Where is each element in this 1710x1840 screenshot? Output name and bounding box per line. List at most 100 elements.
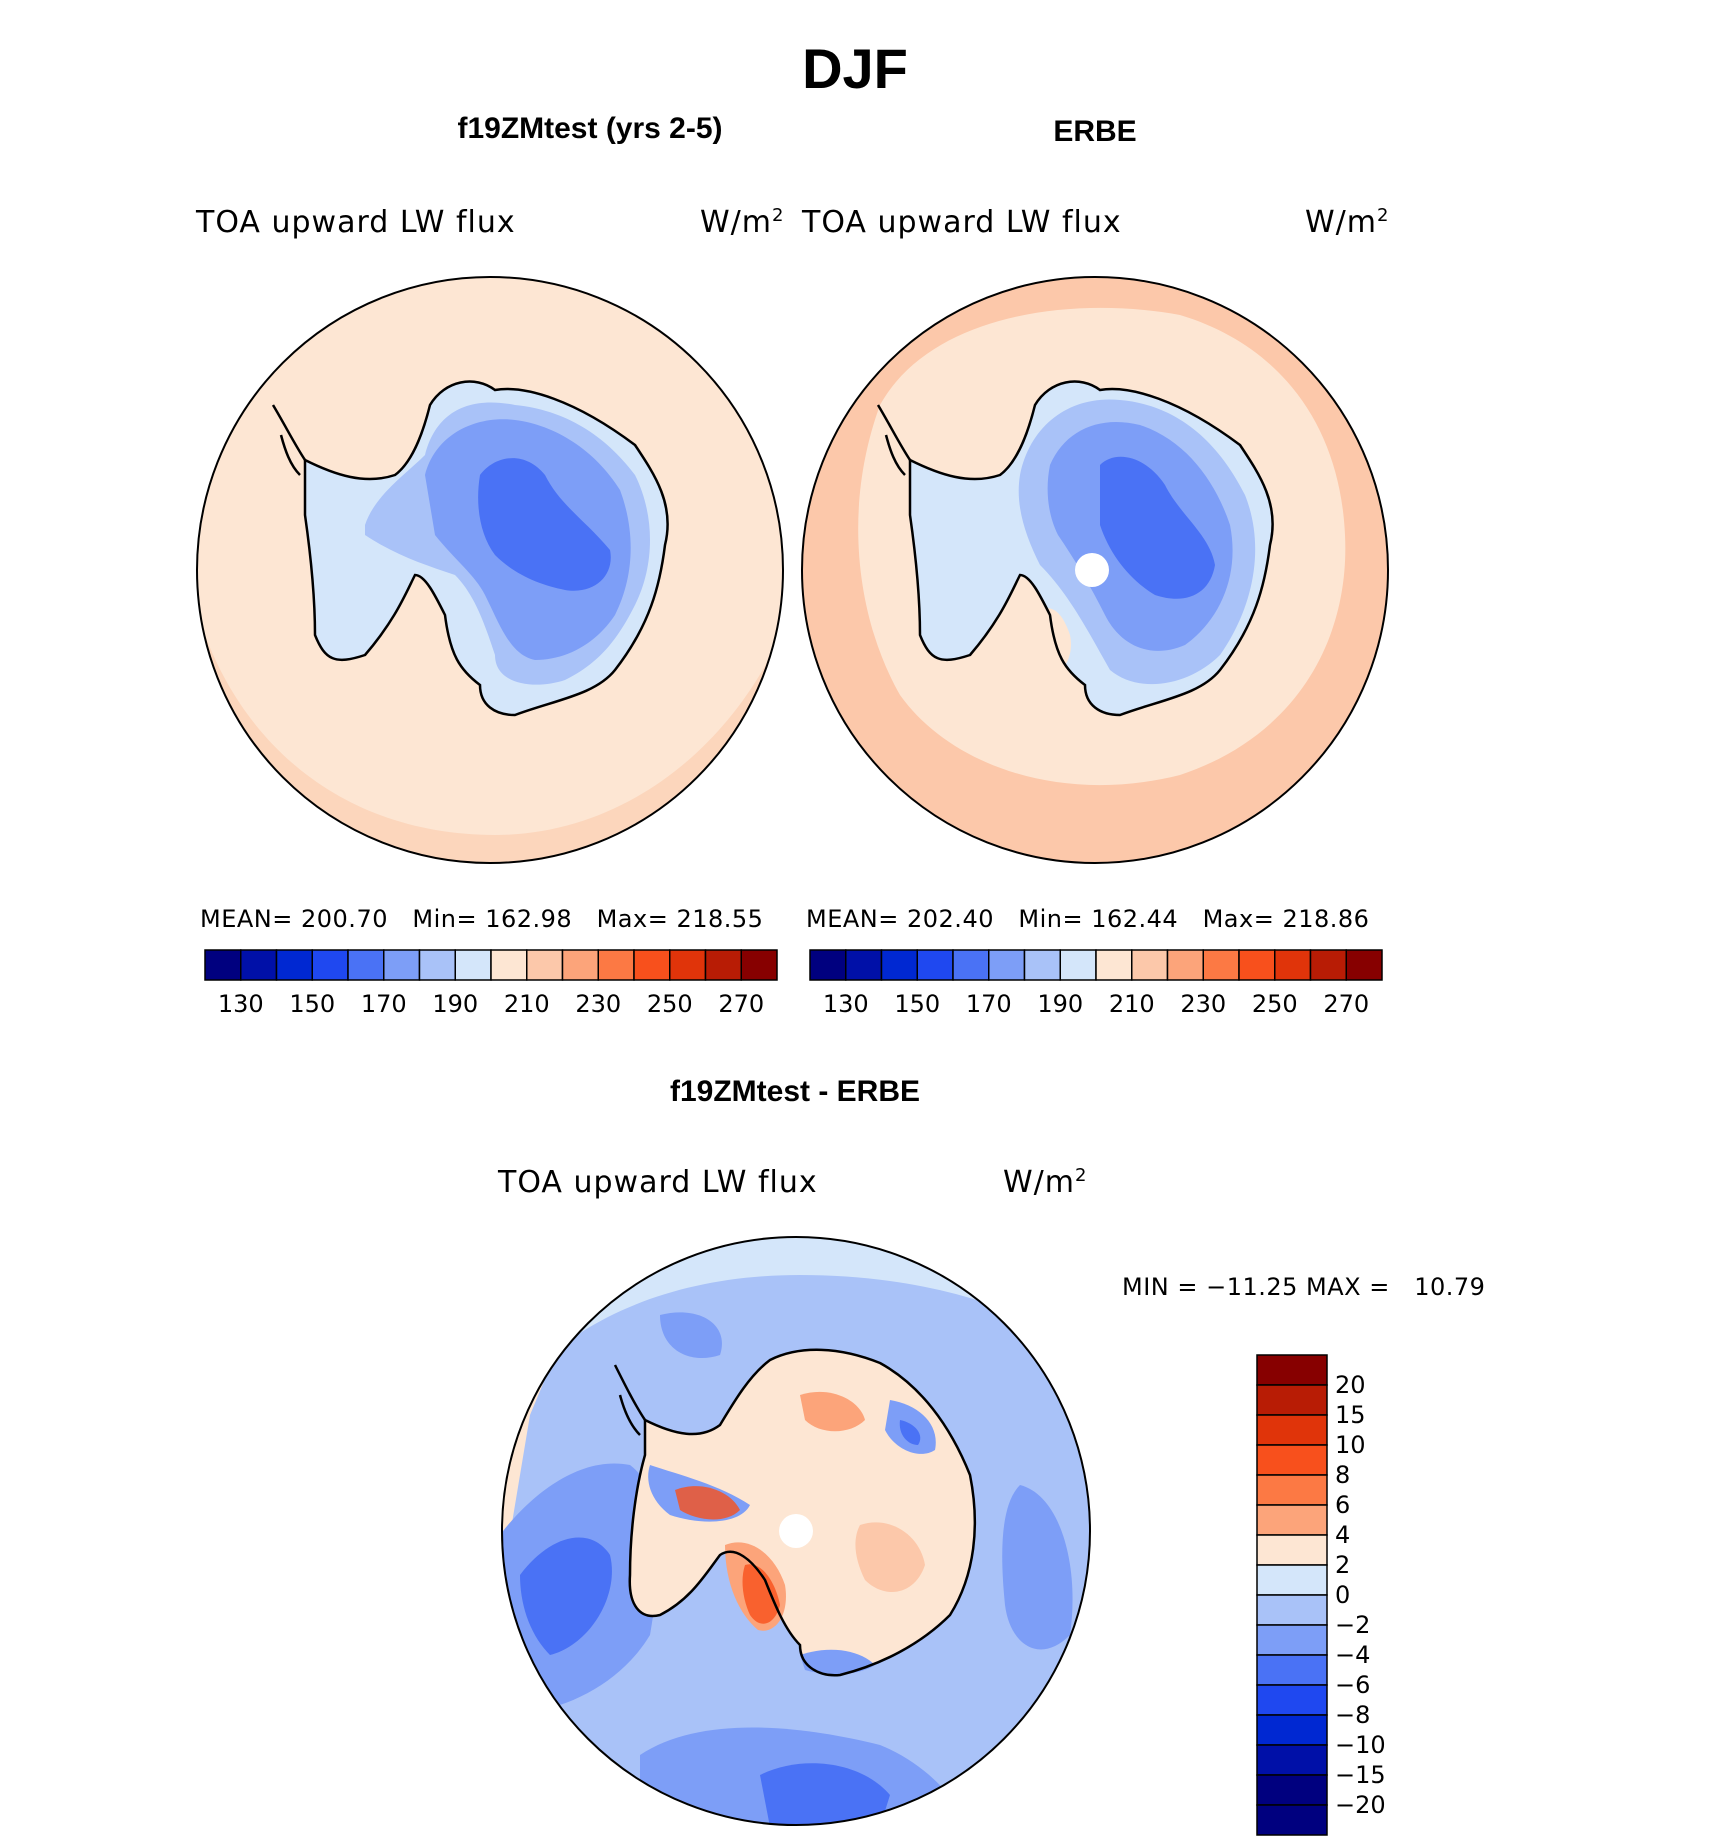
colorbar-swatch: [454, 949, 492, 981]
diff-colorbar-tick-label: −8: [1335, 1701, 1371, 1729]
colorbar-swatch: [240, 949, 278, 981]
colorbar-swatch: [952, 949, 990, 981]
diff-colorbar-swatch: [1256, 1684, 1328, 1716]
obs-map-pole-missing: [1075, 553, 1109, 587]
colorbar-swatch: [1023, 949, 1061, 981]
diff-map-diff-red-1: [675, 1486, 740, 1520]
diff-colorbar-swatch: [1256, 1654, 1328, 1686]
diff-map-diff-blue-3: [800, 1649, 875, 1675]
diff-colorbar-tick-label: 6: [1335, 1491, 1351, 1519]
colorbar-tick-label: 130: [217, 990, 264, 1018]
obs-units-label: W/m2: [1305, 205, 1389, 240]
diff-colorbar-tick-label: −15: [1335, 1761, 1386, 1789]
colorbar-swatch: [311, 949, 349, 981]
diff-colorbar: [1256, 1354, 1328, 1836]
colorbar-swatch: [1166, 949, 1204, 981]
colorbar-swatch: [418, 949, 456, 981]
diff-colorbar-tick-label: 10: [1335, 1431, 1366, 1459]
diff-minmax: MIN = −11.25 MAX = 10.79: [1122, 1273, 1486, 1301]
colorbar-swatch: [383, 949, 421, 981]
colorbar-swatch: [1309, 949, 1347, 981]
diff-colorbar-tick-label: −4: [1335, 1641, 1371, 1669]
diff-map-pole-missing: [779, 1514, 813, 1548]
diff-colorbar-swatch: [1256, 1504, 1328, 1536]
colorbar-tick-label: 210: [503, 990, 550, 1018]
diff-units: W/m: [1003, 1165, 1075, 1200]
obs-units: W/m: [1305, 205, 1377, 240]
diff-colorbar-swatch: [1256, 1414, 1328, 1446]
diff-map-coast: [628, 1348, 977, 1677]
colorbar-swatch: [526, 949, 564, 981]
colorbar-tick-label: 250: [646, 990, 693, 1018]
colorbar-swatch: [561, 949, 599, 981]
colorbar-tick-label: 170: [965, 990, 1012, 1018]
diff-colorbar-tick-label: −2: [1335, 1611, 1371, 1639]
diff-colorbar-swatch: [1256, 1744, 1328, 1776]
diff-colorbar-tick-label: 20: [1335, 1371, 1366, 1399]
colorbar-tick-label: 130: [822, 990, 869, 1018]
obs-colorbar-ticks: 130 150 170 190 210 230 250 270: [810, 990, 1382, 1020]
diff-panel-title: f19ZMtest - ERBE: [669, 1075, 921, 1108]
diff-colorbar-swatch: [1256, 1594, 1328, 1626]
diff-colorbar-tick-label: 15: [1335, 1401, 1366, 1429]
diff-map-diff-deep-1: [899, 1420, 921, 1445]
diff-map-ocean-patch-top: [660, 1312, 722, 1359]
colorbar-tick-label: 190: [432, 990, 479, 1018]
diff-map-rim-orange: [502, 1295, 580, 1535]
colorbar-swatch: [669, 949, 707, 981]
page-title: DJF: [802, 37, 908, 100]
colorbar-swatch: [490, 949, 528, 981]
colorbar-swatch: [1059, 949, 1097, 981]
obs-map: [801, 276, 1389, 864]
colorbar-swatch: [1345, 949, 1383, 981]
diff-units-label: W/m2: [1003, 1165, 1087, 1200]
diff-colorbar-tick-label: 8: [1335, 1461, 1351, 1489]
diff-colorbar-swatch: [1256, 1534, 1328, 1566]
diff-map-diff-red-2: [742, 1564, 780, 1624]
diff-colorbar-tick-label: −6: [1335, 1671, 1371, 1699]
colorbar-tick-label: 230: [1180, 990, 1227, 1018]
colorbar-swatch: [1095, 949, 1133, 981]
diff-variable-label: TOA upward LW flux: [498, 1165, 818, 1200]
model-map-coast: [303, 380, 669, 717]
diff-map: [501, 1236, 1091, 1826]
obs-map-ross-shelf: [1023, 608, 1071, 676]
model-map-outer-band: [197, 605, 783, 863]
diff-colorbar-swatch: [1256, 1444, 1328, 1476]
diff-colorbar-tick-label: −20: [1335, 1791, 1386, 1819]
diff-units-exponent: 2: [1075, 1165, 1088, 1186]
colorbar-tick-label: 170: [360, 990, 407, 1018]
model-panel-title: f19ZMtest (yrs 2-5): [457, 112, 723, 145]
colorbar-swatch: [809, 949, 847, 981]
colorbar-tick-label: 190: [1037, 990, 1084, 1018]
obs-panel-title: ERBE: [1053, 115, 1137, 148]
colorbar-swatch: [1274, 949, 1312, 981]
diff-map-ocean-deep-left: [520, 1537, 612, 1655]
model-map-ross-shelf: [403, 601, 446, 665]
obs-map-coast: [908, 380, 1274, 717]
colorbar-tick-label: 250: [1251, 990, 1298, 1018]
model-colorbar: [204, 949, 778, 981]
diff-map-ocean-deep-bottom: [760, 1763, 890, 1825]
diff-colorbar-swatch: [1256, 1564, 1328, 1596]
model-map-plateau-deep: [478, 458, 611, 591]
colorbar-tick-label: 210: [1108, 990, 1155, 1018]
obs-map-peninsula: [876, 404, 912, 476]
model-units: W/m: [700, 205, 772, 240]
diff-colorbar-swatch: [1256, 1624, 1328, 1656]
diff-colorbar-tick-label: 2: [1335, 1551, 1351, 1579]
colorbar-swatch: [1238, 949, 1276, 981]
colorbar-swatch: [1131, 949, 1169, 981]
diff-colorbar-swatch: [1256, 1384, 1328, 1416]
colorbar-swatch: [1202, 949, 1240, 981]
colorbar-swatch: [740, 949, 778, 981]
diff-colorbar-swatch: [1256, 1714, 1328, 1746]
model-variable-label: TOA upward LW flux: [196, 205, 516, 240]
model-map-peninsula: [271, 404, 307, 476]
colorbar-swatch: [880, 949, 918, 981]
colorbar-tick-label: 150: [894, 990, 941, 1018]
diff-colorbar-swatch: [1256, 1474, 1328, 1506]
diff-colorbar-tick-label: 4: [1335, 1521, 1351, 1549]
diff-map-diff-orange-2: [800, 1391, 865, 1432]
diff-colorbar-ticks: 20 15 10 8 6 4 2 0 −2 −4 −6 −8 −10 −15 −20: [1335, 1355, 1435, 1835]
